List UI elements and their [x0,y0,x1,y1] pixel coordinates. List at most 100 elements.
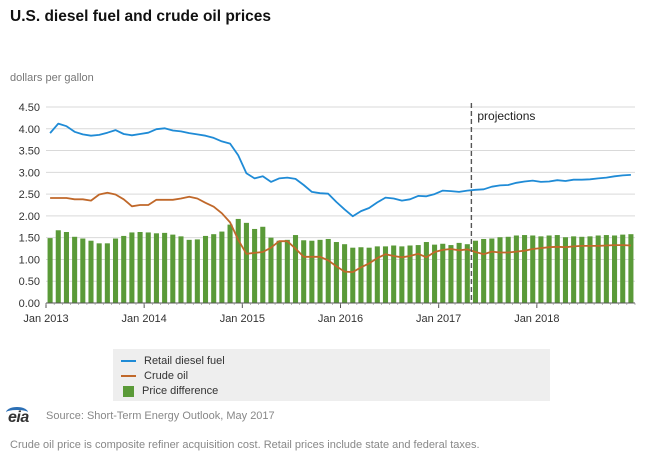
footnote: Crude oil price is composite refiner acq… [10,439,480,451]
legend-swatch-crude [121,375,136,377]
bar-price-difference [145,232,151,303]
bar-price-difference [88,240,94,303]
bar-price-difference [292,235,299,303]
bar-price-difference [391,245,397,303]
bar-price-difference [112,238,119,303]
bar-price-difference [260,226,266,303]
bar-price-difference [211,234,217,303]
bar-price-difference [472,240,479,303]
y-tick-label: 0.00 [19,298,40,310]
bar-price-difference [522,235,528,303]
bar-price-difference [121,235,127,303]
legend-item-diesel: Retail diesel fuel [121,354,225,368]
y-tick-label: 1.00 [19,254,40,266]
legend-label-crude: Crude oil [144,370,189,382]
bar-price-difference [178,236,184,303]
bar-price-difference [153,233,159,303]
source-note: Source: Short-Term Energy Outlook, May 2… [46,410,275,422]
bar-price-difference [202,235,209,303]
bar-price-difference [186,239,192,303]
bar-price-difference [481,238,487,303]
y-tick-label: 0.50 [19,276,40,288]
bar-price-difference [268,237,274,303]
bar-price-difference [47,238,53,303]
bar-price-difference [325,238,331,303]
bar-price-difference [612,235,618,303]
bar-price-difference [194,239,200,303]
legend-item-difference: Price difference [121,384,218,398]
legend-swatch-difference [123,385,134,397]
legend-item-crude: Crude oil [121,369,188,383]
bar-price-difference [620,234,626,303]
bar-price-difference [80,238,86,303]
legend: Retail diesel fuel Crude oil Price diffe… [113,349,550,401]
bar-price-difference [227,224,233,303]
bar-price-difference [432,244,438,303]
y-tick-label: 3.50 [19,146,40,158]
legend-label-difference: Price difference [142,385,219,397]
bar-price-difference [603,235,609,303]
chart-title: U.S. diesel fuel and crude oil prices [10,8,271,25]
bar-price-difference [530,235,536,303]
bar-price-difference [309,240,315,303]
bar-price-difference [374,246,380,303]
bar-price-difference [538,236,544,303]
bar-price-difference [342,244,348,303]
bar-price-difference [243,222,249,303]
bar-price-difference [546,235,552,303]
bar-price-difference [595,235,601,303]
bar-price-difference [489,238,495,303]
bar-price-difference [358,247,364,303]
y-tick-label: 1.50 [19,233,40,245]
projection-label: projections [477,109,535,123]
bar-price-difference [96,243,102,303]
bar-price-difference [628,234,634,303]
bar-price-difference [513,235,519,303]
bar-price-difference [317,239,323,303]
x-tick-label: Jan 2017 [416,313,461,325]
bar-price-difference [587,236,593,303]
bar-price-difference [562,237,569,303]
bar-price-difference [464,244,470,303]
bar-price-difference [554,235,560,303]
bar-price-difference [104,243,110,303]
bar-price-difference [170,234,176,303]
y-tick-label: 2.00 [19,211,40,223]
bar-price-difference [284,239,290,303]
bar-price-difference [350,247,356,303]
bar-price-difference [423,242,429,303]
y-tick-label: 2.50 [19,189,40,201]
y-tick-label: 3.00 [19,167,40,179]
bar-price-difference [333,242,339,303]
bar-price-difference [129,232,135,303]
x-tick-label: Jan 2014 [122,313,167,325]
y-tick-label: 4.00 [19,124,40,136]
bar-price-difference [72,236,78,303]
bar-price-difference [276,240,282,303]
eia-logo-arc-icon [6,407,28,418]
bar-price-difference [63,232,69,303]
chart-canvas: 0.00 0.50 1.00 1.50 2.00 2.50 3.00 3.50 4.00 4.50… [19,102,636,325]
bar-price-difference [382,246,389,303]
bar-price-difference [252,228,258,303]
eia-logo: eia [8,409,29,426]
line-series-layer [49,122,631,274]
bar-price-difference [448,245,454,303]
bar-price-difference [235,218,241,303]
axis-layer: 0.00 0.50 1.00 1.50 2.00 2.50 3.00 3.50 4.00 4.50… [19,102,636,325]
bar-price-difference [366,247,372,303]
bar-series-price-difference [47,218,634,303]
bar-price-difference [407,245,413,303]
bar-price-difference [456,242,462,303]
line-retail-diesel-fuel [49,122,631,218]
bar-price-difference [55,230,61,303]
bar-price-difference [399,246,405,303]
x-tick-label: Jan 2013 [23,313,68,325]
line-crude-oil [50,191,631,274]
legend-swatch-diesel [121,360,136,362]
x-tick-label: Jan 2018 [514,313,559,325]
y-axis-unit-label: dollars per gallon [10,72,94,84]
bar-price-difference [505,236,511,303]
grid-layer [46,106,635,282]
x-tick-label: Jan 2016 [318,313,363,325]
